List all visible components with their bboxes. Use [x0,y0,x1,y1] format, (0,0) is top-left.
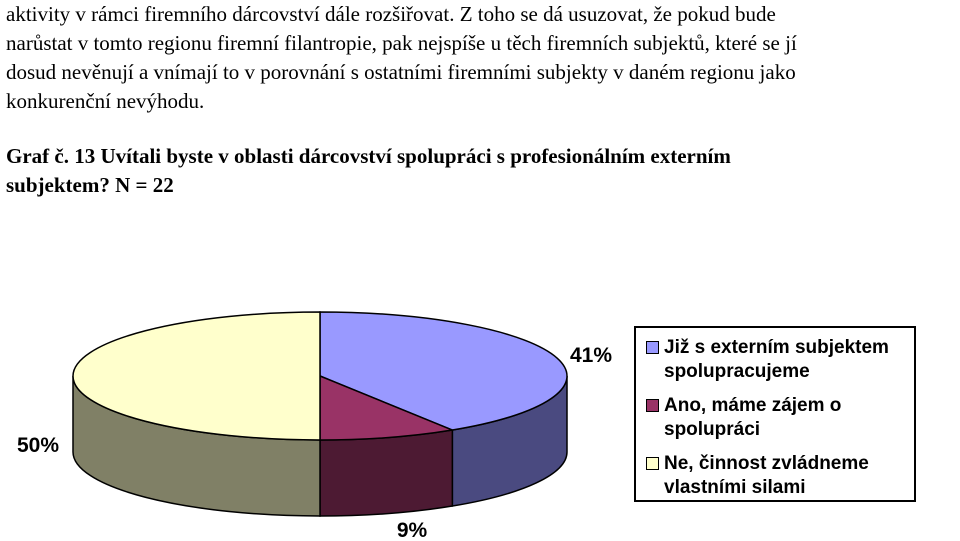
caption-line: Graf č. 13 Uvítali byste v oblasti dárco… [6,144,731,168]
legend-label-line: spolupráci [664,419,761,440]
data-label-1: 9% [397,519,428,541]
caption-line: subjektem? N = 22 [6,173,174,197]
chart-caption: Graf č. 13 Uvítali byste v oblasti dárco… [6,142,956,200]
legend-label: Ne, činnost zvládneme vlastními silami [664,452,908,500]
legend-swatch [646,457,659,470]
body-paragraph: aktivity v rámci firemního dárcovství dá… [6,0,956,116]
legend-swatch [646,399,659,412]
legend-label: Ano, máme zájem o spolupráci [664,394,908,442]
legend-label-line: Již s externím subjektem [664,337,889,358]
legend-swatch [646,341,659,354]
paragraph-line: dosud nevěnují a vnímají to v porovnání … [6,60,796,84]
legend-item-existing: Již s externím subjektem spolupracujeme [646,336,908,384]
pie-slice-2 [72,311,321,441]
data-label-0: 41% [570,344,612,367]
legend-label-line: vlastními silami [664,477,806,498]
paragraph-line: aktivity v rámci firemního dárcovství dá… [6,2,776,26]
legend-item-self: Ne, činnost zvládneme vlastními silami [646,452,908,500]
chart-legend: Již s externím subjektem spolupracujeme … [634,326,916,502]
pie-side-1 [319,429,454,517]
data-label-2: 50% [17,434,59,457]
pie-slice-1 [319,374,456,441]
paragraph-line: konkurenční nevýhodu. [6,89,205,113]
legend-label: Již s externím subjektem spolupracujeme [664,336,908,384]
legend-item-interested: Ano, máme zájem o spolupráci [646,394,908,442]
paragraph-line: narůstat v tomto regionu firemní filantr… [6,31,797,55]
legend-label-line: spolupracujeme [664,361,810,382]
legend-label-line: Ano, máme zájem o [664,395,842,416]
legend-label-line: Ne, činnost zvládneme [664,453,869,474]
